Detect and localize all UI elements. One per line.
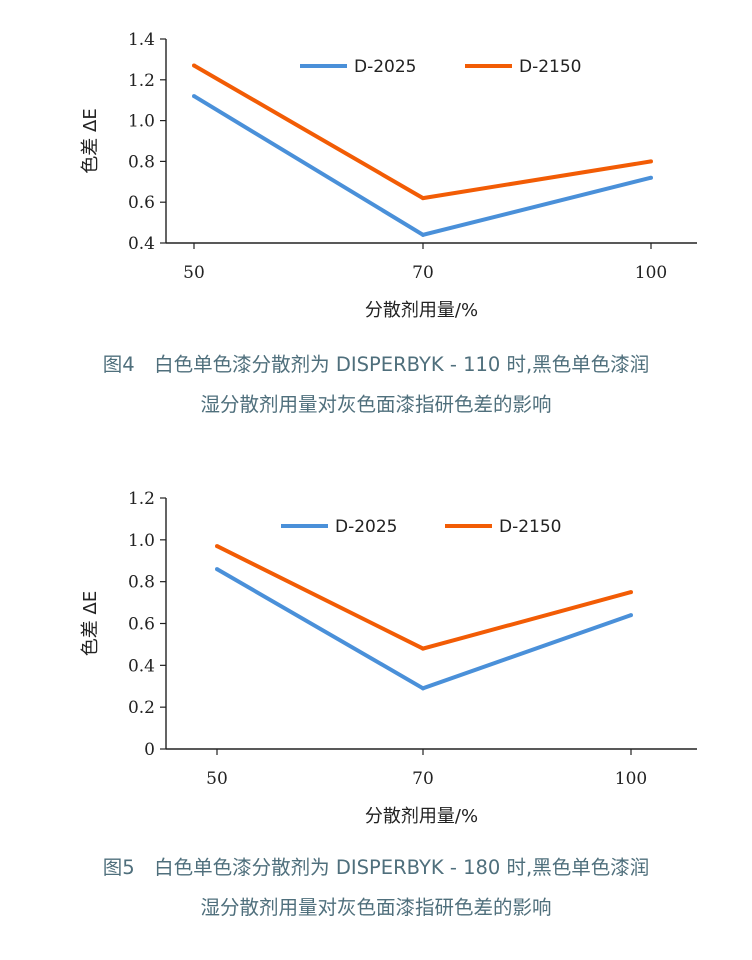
- figure-4-caption-line-1: 图4 白色单色漆分散剂为 DISPERBYK - 110 时,黑色单色漆润: [102, 353, 650, 376]
- chart5-legend-label-2: D-2150: [499, 517, 562, 537]
- chart5-y-tick-label: 0: [144, 740, 155, 760]
- chart5-series-1-point: [629, 613, 633, 618]
- chart4-series-2-point: [649, 159, 653, 164]
- chart4-series-2-point: [421, 196, 425, 201]
- chart4-series-1-point: [649, 175, 653, 180]
- chart5-series-2-point: [421, 646, 425, 651]
- chart5-y-tick-label: 0.4: [128, 656, 155, 676]
- chart5-series-2-line: [216, 544, 632, 651]
- chart4-x-axis-title: 分散剂用量/%: [365, 300, 478, 321]
- figure-4-caption: 图4 白色单色漆分散剂为 DISPERBYK - 110 时,黑色单色漆润 湿分…: [0, 345, 752, 425]
- chart-4: 0.4 0.6 0.8 1.0 1.2 1.4 50 70 100 分散剂用量/% 色差 ΔE D-2…: [80, 30, 697, 321]
- chart5-y-axis-title: 色差 ΔE: [80, 591, 101, 656]
- figure-5-caption: 图5 白色单色漆分散剂为 DISPERBYK - 180 时,黑色单色漆润 湿分…: [0, 848, 752, 928]
- chart5-legend-label-1: D-2025: [335, 517, 398, 537]
- chart5-y-tick-label: 0.2: [128, 698, 155, 718]
- figure-4-caption-line-2: 湿分散剂用量对灰色面漆指研色差的影响: [200, 393, 552, 416]
- figure-5-caption-line-1: 图5 白色单色漆分散剂为 DISPERBYK - 180 时,黑色单色漆润: [102, 856, 650, 879]
- figure-5: 0 0.2 0.4 0.6 0.8 1.0 1.2 50 70 100 分散剂用量/% 色差 ΔE D-…: [0, 480, 752, 960]
- figure-5-caption-line-2: 湿分散剂用量对灰色面漆指研色差的影响: [200, 896, 552, 919]
- chart4-legend-label-1: D-2025: [354, 57, 417, 77]
- chart4-series-2-line: [192, 63, 652, 201]
- chart4-y-tick-label: 0.8: [128, 152, 155, 172]
- chart5-x-tick-label: 100: [615, 769, 647, 789]
- chart5-series-1-line: [215, 567, 632, 691]
- chart5-x-tick-label: 70: [412, 769, 434, 789]
- chart4-x-tick-label: 50: [183, 263, 205, 283]
- chart4-y-tick-label: 0.4: [128, 234, 155, 254]
- chart5-x-tick-label: 50: [206, 769, 228, 789]
- chart5-series-1-point: [421, 686, 425, 691]
- chart-5: 0 0.2 0.4 0.6 0.8 1.0 1.2 50 70 100 分散剂用量/% 色差 ΔE D-…: [80, 489, 697, 827]
- chart5-y-tick-label: 1.2: [128, 489, 155, 509]
- chart4-series-1-line: [192, 94, 652, 237]
- chart5-y-tick-label: 0.8: [128, 573, 155, 593]
- figure-4: 0.4 0.6 0.8 1.0 1.2 1.4 50 70 100 分散剂用量/% 色差 ΔE D-2…: [0, 0, 752, 470]
- chart4-legend-label-2: D-2150: [519, 57, 582, 77]
- chart4-x-tick-label: 100: [635, 263, 667, 283]
- chart5-x-axis-title: 分散剂用量/%: [365, 806, 478, 827]
- chart4-series-1-point: [192, 94, 196, 99]
- chart4-series-1-point: [421, 232, 425, 237]
- chart4-series-2-point: [192, 63, 196, 68]
- chart5-y-tick-label: 1.0: [128, 531, 155, 551]
- chart4-y-tick-label: 0.6: [128, 193, 155, 213]
- chart4-y-tick-label: 1.4: [128, 30, 155, 50]
- chart5-series-2-point: [629, 590, 633, 595]
- chart4-x-tick-label: 70: [412, 263, 434, 283]
- chart4-y-tick-label: 1.0: [128, 112, 155, 132]
- chart4-y-tick-label: 1.2: [128, 71, 155, 91]
- chart5-series-1-point: [215, 567, 219, 572]
- chart5-y-tick-label: 0.6: [128, 615, 155, 635]
- chart4-y-axis-title: 色差 ΔE: [80, 108, 101, 173]
- chart5-series-2-point: [215, 544, 219, 549]
